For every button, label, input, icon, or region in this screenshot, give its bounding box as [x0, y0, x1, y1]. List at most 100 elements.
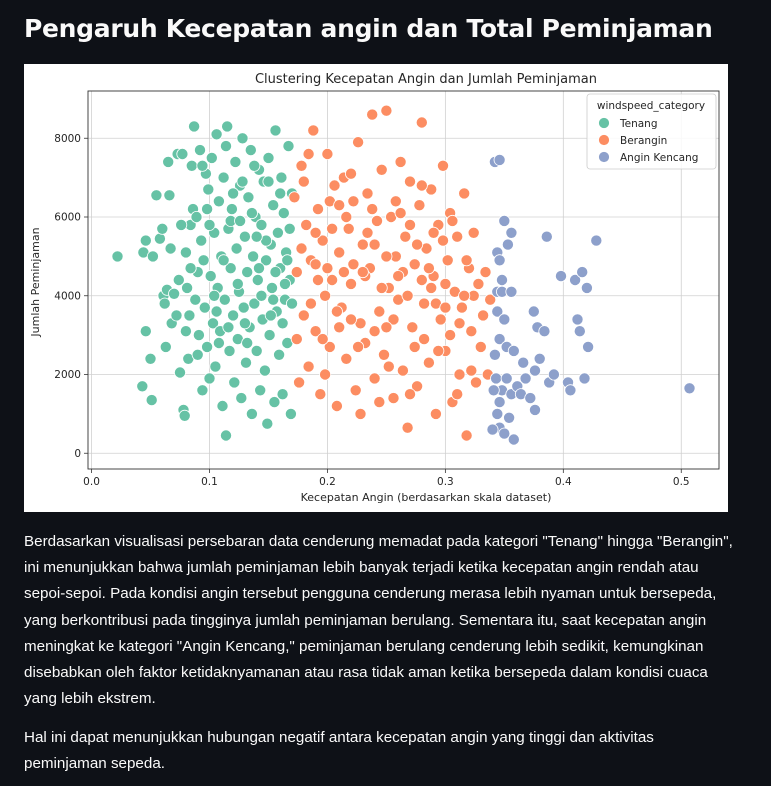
point-angin-kencang — [505, 285, 518, 298]
point-tenang — [204, 270, 217, 283]
point-berangin — [422, 262, 435, 275]
point-tenang — [242, 191, 255, 204]
point-angin-kencang — [582, 340, 595, 353]
point-tenang — [262, 175, 275, 188]
point-berangin — [302, 360, 315, 373]
point-berangin — [375, 163, 388, 176]
point-tenang — [250, 230, 263, 243]
point-berangin — [347, 195, 360, 208]
point-berangin — [344, 313, 357, 326]
point-berangin — [467, 226, 480, 239]
point-angin-kencang — [590, 234, 603, 247]
legend-label-tenang: Tenang — [619, 118, 658, 130]
point-angin-kencang — [517, 356, 530, 369]
point-berangin — [344, 167, 357, 180]
point-berangin — [458, 289, 471, 302]
point-berangin — [373, 305, 386, 318]
point-berangin — [439, 301, 452, 314]
legend-title: windspeed_category — [597, 100, 705, 112]
point-angin-kencang — [491, 407, 504, 420]
point-tenang — [255, 218, 268, 231]
analysis-paragraph-1: Berdasarkan visualisasi persebaran data … — [24, 533, 733, 708]
point-berangin — [309, 325, 322, 338]
point-berangin — [293, 376, 306, 389]
point-tenang — [175, 218, 188, 231]
point-berangin — [356, 266, 369, 279]
point-tenang — [238, 317, 251, 330]
scatter-points — [111, 104, 696, 446]
legend: windspeed_category Tenang Berangin Angin… — [586, 93, 717, 170]
point-tenang — [146, 250, 159, 263]
point-berangin — [314, 388, 327, 401]
point-berangin — [333, 199, 346, 212]
point-berangin — [368, 325, 381, 338]
point-berangin — [453, 317, 466, 330]
point-tenang — [281, 254, 294, 267]
point-tenang — [264, 309, 277, 322]
point-berangin — [342, 222, 355, 235]
point-berangin — [380, 104, 393, 117]
y-axis-label: Jumlah Peminjaman — [29, 227, 42, 337]
point-tenang — [229, 155, 242, 168]
point-angin-kencang — [564, 384, 577, 397]
point-angin-kencang — [540, 230, 553, 243]
point-berangin — [418, 297, 431, 310]
point-angin-kencang — [533, 352, 546, 365]
point-berangin — [401, 421, 414, 434]
point-berangin — [415, 273, 428, 286]
point-angin-kencang — [555, 270, 568, 283]
point-berangin — [477, 309, 490, 322]
point-berangin — [302, 148, 315, 161]
point-tenang — [168, 287, 181, 300]
point-berangin — [311, 203, 324, 216]
point-tenang — [239, 356, 252, 369]
point-tenang — [217, 171, 230, 184]
point-berangin — [368, 372, 381, 385]
point-berangin — [401, 289, 414, 302]
point-angin-kencang — [519, 372, 532, 385]
point-tenang — [267, 293, 280, 306]
point-berangin — [387, 392, 400, 405]
point-angin-kencang — [486, 423, 499, 436]
point-tenang — [258, 364, 271, 377]
point-tenang — [245, 407, 258, 420]
point-tenang — [201, 340, 214, 353]
point-tenang — [277, 207, 290, 220]
point-tenang — [216, 399, 229, 412]
point-tenang — [282, 140, 295, 153]
chart-svg: Clustering Kecepatan Angin dan Jumlah Pe… — [29, 72, 720, 504]
point-berangin — [484, 293, 497, 306]
point-tenang — [241, 266, 254, 279]
point-angin-kencang — [501, 238, 514, 251]
point-tenang — [209, 360, 222, 373]
legend-label-berangin: Berangin — [620, 135, 667, 147]
point-berangin — [295, 242, 308, 255]
analysis-paragraph-2: Hal ini dapat menunjukkan hubungan negat… — [24, 729, 654, 773]
point-tenang — [234, 214, 247, 227]
point-tenang — [144, 352, 157, 365]
point-tenang — [179, 246, 192, 259]
point-tenang — [225, 203, 238, 216]
point-tenang — [196, 159, 209, 172]
point-tenang — [283, 222, 296, 235]
point-angin-kencang — [487, 384, 500, 397]
point-tenang — [173, 366, 186, 379]
point-tenang — [217, 254, 230, 267]
point-berangin — [411, 380, 424, 393]
point-angin-kencang — [505, 226, 518, 239]
point-tenang — [237, 301, 250, 314]
point-berangin — [373, 396, 386, 409]
point-tenang — [267, 199, 280, 212]
point-berangin — [408, 340, 421, 353]
point-berangin — [297, 309, 310, 322]
point-tenang — [164, 242, 177, 255]
point-berangin — [453, 368, 466, 381]
point-berangin — [415, 116, 428, 129]
point-berangin — [406, 321, 419, 334]
point-angin-kencang — [503, 411, 516, 424]
point-berangin — [368, 238, 381, 251]
y-tick-label: 0 — [74, 448, 81, 460]
point-tenang — [212, 195, 225, 208]
point-tenang — [210, 305, 223, 318]
point-berangin — [380, 250, 393, 263]
